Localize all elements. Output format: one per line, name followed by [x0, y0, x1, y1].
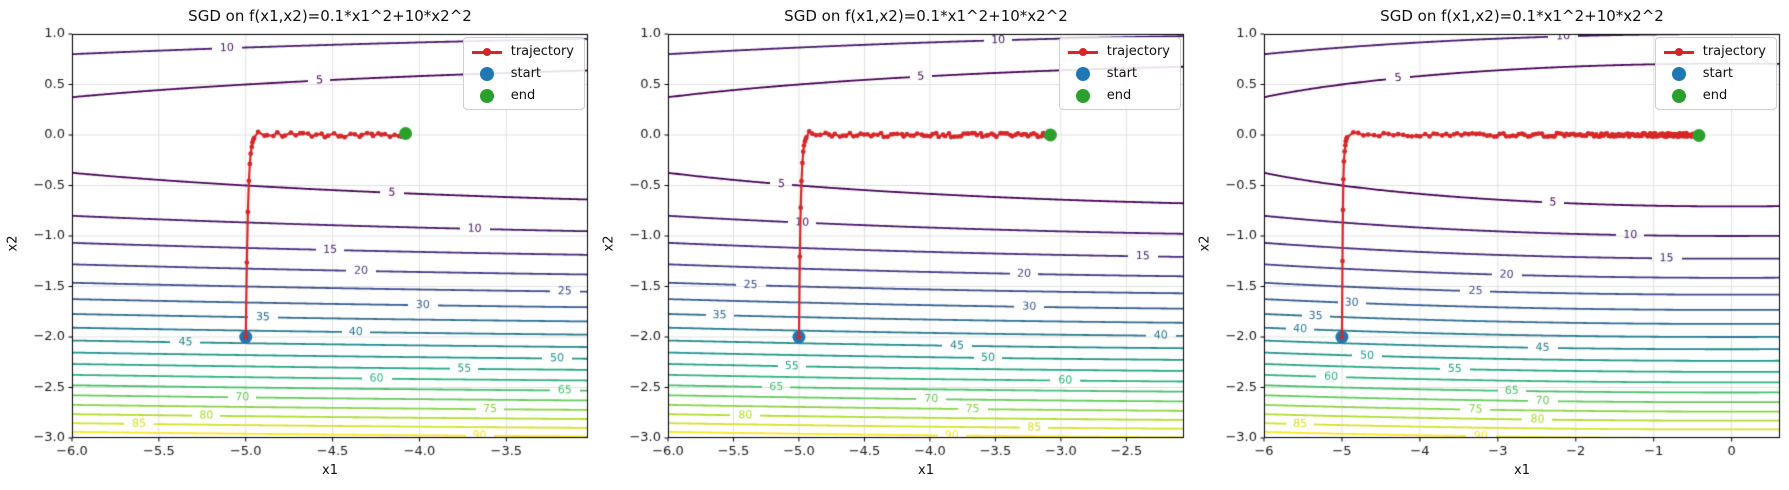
end-dot-icon [472, 88, 502, 103]
legend-label: end [510, 88, 536, 103]
x-axis-label: x1 [322, 463, 338, 478]
x-axis-label: x1 [1514, 463, 1530, 478]
trajectory-line-icon [1067, 45, 1098, 59]
legend-label: start [510, 66, 542, 81]
legend-item-end: end [472, 88, 574, 103]
start-dot-icon [472, 66, 502, 81]
subplot-3: SGD on f(x1,x2)=0.1*x1^2+10*x2^2 x2 x1 t… [1192, 0, 1789, 490]
end-dot-icon [1068, 88, 1098, 103]
x-axis-label: x1 [918, 463, 934, 478]
legend-label: trajectory [510, 44, 574, 59]
legend-item-trajectory: trajectory [1067, 44, 1170, 59]
trajectory-line-icon [1663, 45, 1694, 59]
legend-item-end: end [1664, 88, 1766, 103]
legend: trajectory start end [1654, 37, 1777, 110]
subplot-1: SGD on f(x1,x2)=0.1*x1^2+10*x2^2 x2 x1 t… [0, 0, 597, 490]
trajectory-line-icon [471, 45, 502, 59]
legend-label: start [1702, 66, 1734, 81]
legend-item-start: start [1664, 66, 1766, 81]
legend-item-start: start [1068, 66, 1170, 81]
legend: trajectory start end [462, 37, 585, 110]
start-dot-icon [1068, 66, 1098, 81]
legend-label: start [1106, 66, 1138, 81]
legend-item-start: start [472, 66, 574, 81]
legend-label: trajectory [1702, 44, 1766, 59]
y-axis-label: x2 [601, 235, 617, 252]
legend-label: trajectory [1106, 44, 1170, 59]
subplot-2: SGD on f(x1,x2)=0.1*x1^2+10*x2^2 x2 x1 t… [596, 0, 1193, 490]
legend-label: end [1106, 88, 1132, 103]
legend: trajectory start end [1058, 37, 1181, 110]
start-dot-icon [1664, 66, 1694, 81]
legend-item-trajectory: trajectory [471, 44, 574, 59]
legend-label: end [1702, 88, 1728, 103]
plot-title: SGD on f(x1,x2)=0.1*x1^2+10*x2^2 [784, 7, 1068, 25]
y-axis-label: x2 [5, 235, 21, 252]
legend-item-end: end [1068, 88, 1170, 103]
plot-title: SGD on f(x1,x2)=0.1*x1^2+10*x2^2 [1380, 7, 1664, 25]
plot-title: SGD on f(x1,x2)=0.1*x1^2+10*x2^2 [188, 7, 472, 25]
end-dot-icon [1664, 88, 1694, 103]
y-axis-label: x2 [1197, 235, 1213, 252]
legend-item-trajectory: trajectory [1663, 44, 1766, 59]
